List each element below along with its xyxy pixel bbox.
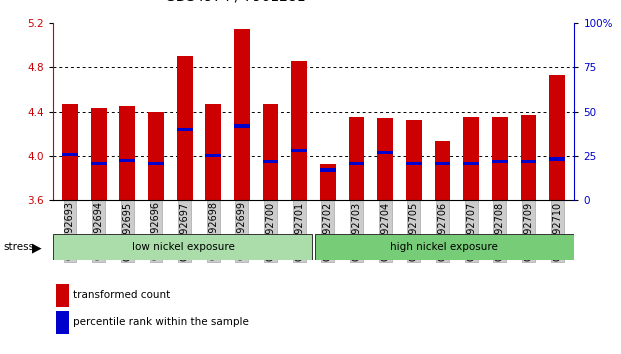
Text: high nickel exposure: high nickel exposure — [390, 242, 498, 252]
Bar — [53, 234, 312, 260]
Bar — [520, 160, 537, 163]
Bar — [148, 162, 164, 165]
Bar — [62, 153, 78, 156]
Bar — [234, 124, 250, 127]
Bar — [406, 120, 422, 200]
Bar — [315, 234, 574, 260]
Bar — [492, 160, 508, 163]
Bar — [56, 284, 70, 307]
Bar — [520, 115, 537, 200]
Bar — [91, 108, 107, 200]
Bar — [349, 117, 365, 200]
Bar — [177, 127, 193, 131]
Bar — [406, 162, 422, 165]
Text: stress: stress — [3, 242, 34, 252]
Text: percentile rank within the sample: percentile rank within the sample — [73, 318, 249, 327]
Bar — [148, 112, 164, 200]
Bar — [56, 311, 70, 334]
Text: ▶: ▶ — [32, 242, 42, 255]
Bar — [206, 154, 221, 158]
Bar — [263, 160, 278, 163]
Bar — [234, 29, 250, 200]
Bar — [263, 104, 278, 200]
Bar — [435, 162, 450, 165]
Bar — [119, 106, 135, 200]
Bar — [349, 162, 365, 165]
Bar — [320, 164, 336, 200]
Bar — [291, 61, 307, 200]
Bar — [378, 151, 393, 154]
Bar — [320, 169, 336, 172]
Text: transformed count: transformed count — [73, 290, 170, 300]
Bar — [463, 117, 479, 200]
Bar — [206, 104, 221, 200]
Text: low nickel exposure: low nickel exposure — [132, 242, 235, 252]
Bar — [378, 118, 393, 200]
Bar — [550, 158, 565, 161]
Bar — [435, 141, 450, 200]
Bar — [177, 56, 193, 200]
Bar — [119, 159, 135, 162]
Text: GDS4974 / 7961281: GDS4974 / 7961281 — [165, 0, 306, 4]
Bar — [463, 162, 479, 165]
Bar — [291, 149, 307, 152]
Bar — [492, 117, 508, 200]
Bar — [62, 104, 78, 200]
Bar — [550, 75, 565, 200]
Bar — [91, 162, 107, 165]
